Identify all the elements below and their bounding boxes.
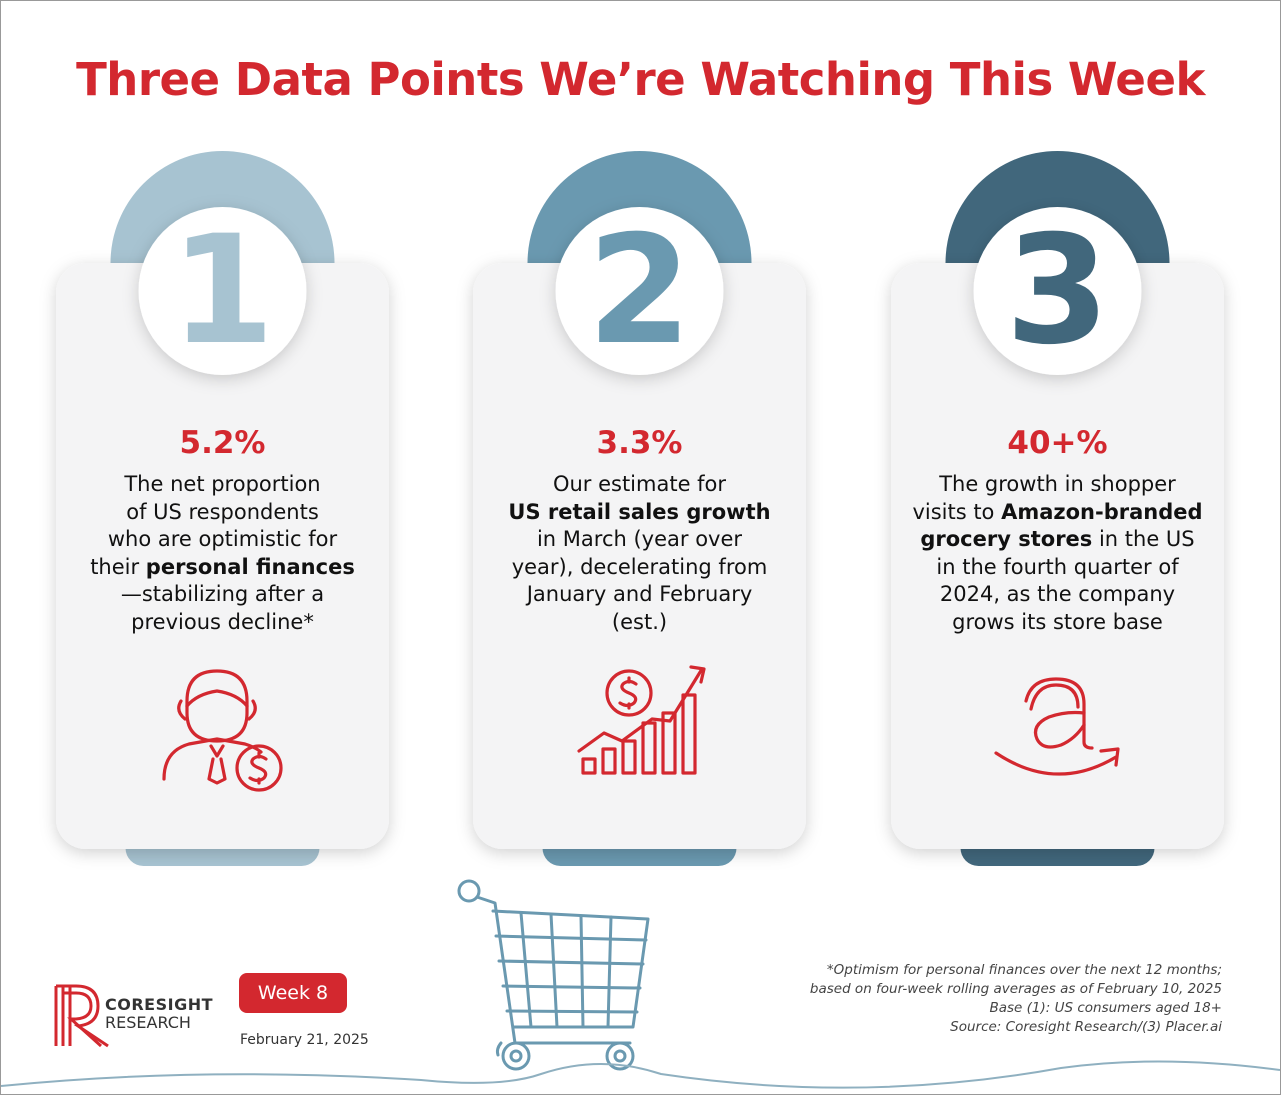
text: The net proportion <box>124 472 321 496</box>
description-line: visits to Amazon-branded <box>888 499 1228 527</box>
icon-growth <box>577 665 706 775</box>
text: of US respondents <box>126 499 319 524</box>
card-description: Our estimate for US retail sales growth in… <box>470 471 810 636</box>
description-line: in March (year over <box>470 526 810 554</box>
text: year), decelerating from <box>511 554 768 579</box>
description-line: —stabilizing after a <box>53 581 393 609</box>
card-description: The growth in shopper visits to Amazon-br… <box>888 471 1228 636</box>
card-stat: 3.3% <box>596 425 683 461</box>
card-number: 1 <box>170 204 275 378</box>
text: Our estimate for <box>552 472 727 496</box>
number-circle <box>555 207 724 375</box>
description-line: who are optimistic for <box>53 526 393 554</box>
description-line: The net proportion <box>53 471 393 499</box>
text: 2024, as the company <box>939 582 1176 606</box>
text: their <box>90 554 146 579</box>
bold-text: grocery stores <box>920 527 1093 551</box>
footnote-line: based on four-week rolling averages as o… <box>809 981 1222 997</box>
logo-text: RESEARCH <box>105 1013 191 1032</box>
description-line: their personal finances <box>53 554 393 582</box>
text: —stabilizing after a <box>120 582 325 606</box>
number-circle <box>973 207 1142 375</box>
card-description: The net proportion of US respondents who a… <box>53 471 393 636</box>
description-line: year), decelerating from <box>470 554 810 582</box>
description-line: Our estimate for <box>470 471 810 499</box>
number-circle <box>138 207 307 375</box>
text: who are optimistic for <box>107 527 338 551</box>
icon-amazon <box>994 677 1120 776</box>
text: January and February <box>526 582 753 606</box>
bold-text: US retail sales growth <box>508 499 771 524</box>
date: February 21, 2025 <box>240 1032 369 1048</box>
week-badge: Week 8 <box>239 973 347 1013</box>
logo-mark <box>54 984 109 1048</box>
description-line: of US respondents <box>53 499 393 527</box>
bold-text: personal finances <box>145 554 355 579</box>
card-stat: 5.2% <box>179 425 266 461</box>
card <box>473 263 806 849</box>
text: visits to <box>912 499 1002 524</box>
footnotes: *Optimism for personal finances over the… <box>810 961 1222 1037</box>
description-line: 2024, as the company <box>888 581 1228 609</box>
footnote-line: Base (1): US consumers aged 18+ <box>989 1000 1222 1016</box>
description-line: in the fourth quarter of <box>888 554 1228 582</box>
text: in March (year over <box>536 527 743 551</box>
text: in the US <box>1092 527 1195 551</box>
description-line: January and February <box>470 581 810 609</box>
text: The growth in shopper <box>939 472 1176 496</box>
bold-text: Amazon-branded <box>1001 499 1203 524</box>
description-line: US retail sales growth <box>470 499 810 527</box>
title: Three Data Points We’re Watching This We… <box>76 53 1205 106</box>
text: grows its store base <box>952 609 1163 634</box>
card-number: 3 <box>1005 204 1110 378</box>
description-line: previous decline* <box>53 609 393 637</box>
icon-cart <box>457 879 650 1071</box>
text: (est.) <box>611 609 668 634</box>
description-line: grocery stores in the US <box>888 526 1228 554</box>
text: in the fourth quarter of <box>936 554 1179 579</box>
wave-line <box>1 1060 1280 1089</box>
footnote-line: Source: Coresight Research/(3) Placer.ai <box>950 1019 1222 1035</box>
card-number: 2 <box>587 204 692 378</box>
footnote-line: *Optimism for personal finances over the… <box>826 962 1222 978</box>
card-stat: 40+% <box>1007 425 1108 461</box>
icon-person <box>162 669 283 792</box>
logo-text: CORESIGHT <box>105 995 214 1014</box>
card <box>56 263 389 849</box>
description-line: (est.) <box>470 609 810 637</box>
description-line: The growth in shopper <box>888 471 1228 499</box>
text: previous decline* <box>131 609 314 634</box>
description-line: grows its store base <box>888 609 1228 637</box>
card <box>891 263 1224 849</box>
